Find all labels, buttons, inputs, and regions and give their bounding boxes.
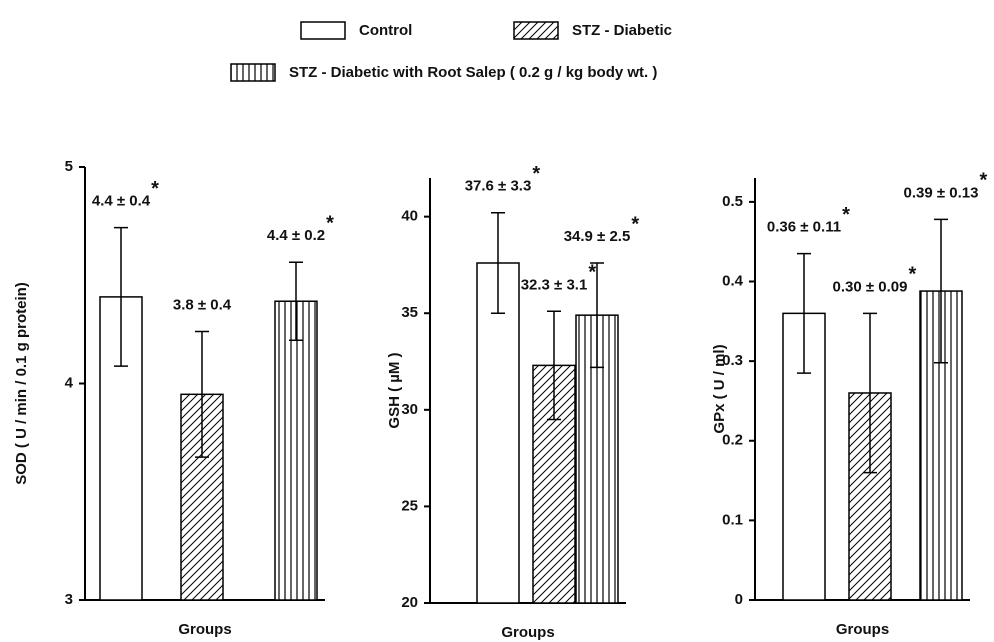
value-annotation: 0.39 ± 0.13 [904, 184, 979, 201]
y-tick-label: 30 [401, 401, 418, 418]
y-tick-label: 25 [401, 497, 418, 514]
y-tick-label: 0.5 [722, 193, 743, 210]
significance-mark: * [979, 170, 987, 192]
significance-mark: * [532, 163, 540, 185]
error-bar [491, 212, 505, 314]
significance-mark: * [908, 264, 916, 286]
error-bar [590, 262, 604, 369]
error-bar [934, 218, 948, 364]
significance-mark: * [588, 262, 596, 284]
y-tick-label: 0.1 [722, 511, 743, 528]
significance-mark: * [842, 204, 850, 226]
x-axis-label: Groups [178, 621, 231, 638]
value-annotation: 37.6 ± 3.3 [465, 178, 532, 195]
bar [274, 300, 318, 601]
legend-label: Control [359, 22, 412, 39]
y-tick-label: 40 [401, 208, 418, 225]
y-tick-label: 4 [65, 374, 74, 391]
legend-swatch [513, 21, 559, 40]
value-annotation: 4.4 ± 0.2 [267, 227, 325, 244]
error-bar [195, 330, 209, 458]
y-tick-label: 20 [401, 594, 418, 611]
y-axis-label: GSH ( µM ) [386, 352, 403, 428]
error-bar [289, 261, 303, 341]
y-tick-label: 3 [65, 591, 73, 608]
bar [476, 262, 520, 604]
value-annotation: 34.9 ± 2.5 [564, 228, 631, 245]
error-bar [547, 310, 561, 421]
value-annotation: 32.3 ± 3.1 [521, 276, 588, 293]
error-bar [863, 312, 877, 474]
legend-label: STZ - Diabetic with Root Salep ( 0.2 g /… [289, 64, 657, 81]
y-tick-label: 0 [735, 591, 743, 608]
y-tick-label: 0.3 [722, 352, 743, 369]
error-bar [114, 226, 128, 367]
x-axis-label: Groups [501, 624, 554, 641]
value-annotation: 3.8 ± 0.4 [173, 297, 232, 314]
y-tick-label: 0.2 [722, 432, 743, 449]
y-tick-label: 35 [401, 304, 418, 321]
legend-swatch [230, 63, 276, 82]
value-annotation: 4.4 ± 0.4 [92, 193, 151, 210]
significance-mark: * [326, 213, 334, 235]
significance-mark: * [631, 213, 639, 235]
value-annotation: 0.30 ± 0.09 [833, 278, 908, 295]
legend-label: STZ - Diabetic [572, 22, 672, 39]
value-annotation: 0.36 ± 0.11 [767, 219, 841, 236]
x-axis-label: Groups [836, 621, 889, 638]
y-tick-label: 5 [65, 158, 73, 175]
error-bar [797, 252, 811, 374]
y-axis-label: SOD ( U / min / 0.1 g protein) [13, 282, 30, 485]
significance-mark: * [151, 178, 159, 200]
legend-swatch [300, 21, 346, 40]
y-axis-label: GPx ( U / ml) [711, 344, 728, 433]
y-tick-label: 0.4 [722, 272, 744, 289]
